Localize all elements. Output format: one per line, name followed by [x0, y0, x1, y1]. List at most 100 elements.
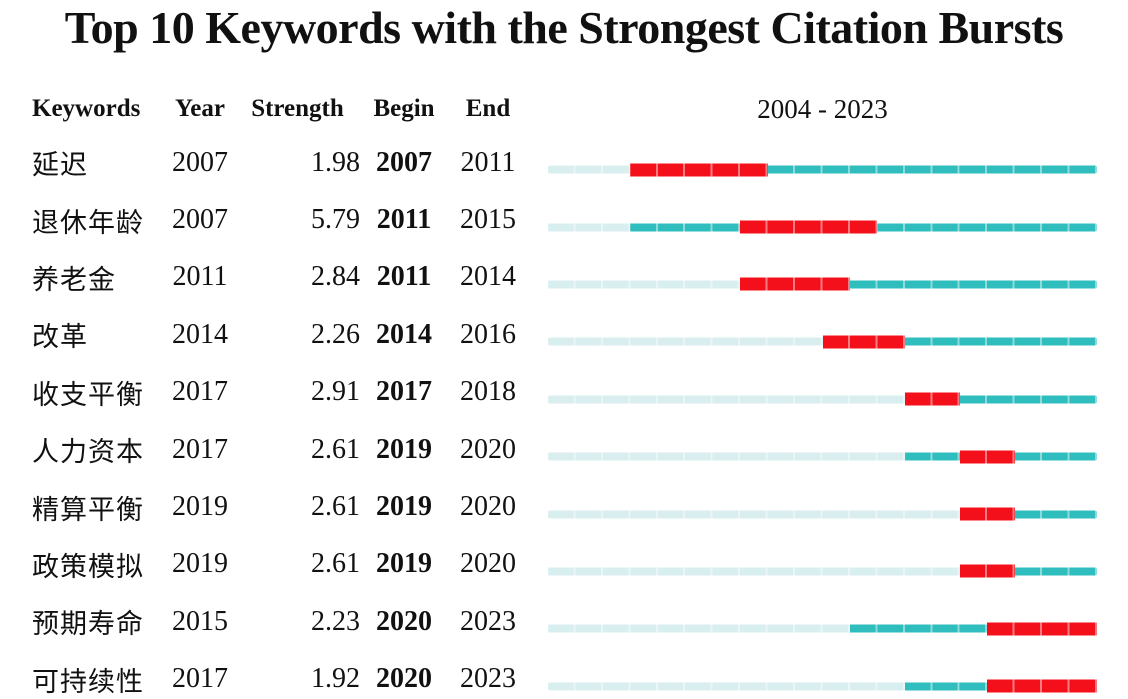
table-row: 精算平衡 2019 2.61 2019 2020: [0, 478, 1128, 535]
keyword-cell: 改革: [32, 322, 88, 353]
year-cell: 2019: [172, 548, 228, 580]
column-header-keywords: Keywords: [32, 95, 141, 122]
timeline-cell: [528, 306, 1128, 363]
table-row: 预期寿命 2015 2.23 2020 2023: [0, 593, 1128, 650]
strength-cell: 2.23: [311, 605, 360, 637]
bar-segment-active-after: [904, 337, 1097, 346]
end-cell: 2014: [460, 261, 516, 293]
begin-cell: 2011: [376, 204, 432, 236]
bar-segment-inactive: [548, 452, 905, 461]
bar-segment-burst: [987, 622, 1097, 636]
strength-cell: 2.61: [311, 548, 360, 580]
strength-cell: 2.91: [311, 376, 360, 408]
timeline-cell: [528, 364, 1128, 421]
timeline-cell: [528, 536, 1128, 593]
strength-cell: 2.26: [311, 318, 360, 350]
timeline-cell: [528, 191, 1128, 248]
column-header-strength: Strength: [251, 95, 344, 122]
bar-segment-inactive: [548, 510, 960, 519]
year-cell: 2011: [172, 261, 228, 293]
begin-cell: 2014: [376, 318, 432, 350]
end-cell: 2011: [460, 146, 516, 178]
year-cell: 2017: [172, 376, 228, 408]
end-cell: 2020: [460, 433, 516, 465]
timeline-cell: [528, 593, 1128, 650]
bar-segment-active-after: [1014, 567, 1097, 576]
bar-segment-burst: [987, 679, 1097, 693]
keyword-cell: 精算平衡: [32, 494, 144, 525]
burst-bar: [548, 163, 1097, 177]
table-row: 可持续性 2017 1.92 2020 2023: [0, 651, 1128, 699]
year-cell: 2017: [172, 433, 228, 465]
year-cell: 2015: [172, 605, 228, 637]
burst-bar: [548, 335, 1097, 349]
begin-cell: 2019: [376, 433, 432, 465]
bar-segment-inactive: [548, 395, 905, 404]
bar-segment-inactive: [548, 567, 960, 576]
end-cell: 2023: [460, 605, 516, 637]
begin-cell: 2017: [376, 376, 432, 408]
strength-cell: 2.61: [311, 433, 360, 465]
bar-segment-burst: [959, 507, 1015, 521]
table-rows: 延迟 2007 1.98 2007 2011 退休年龄 2007 5.79 20…: [0, 134, 1128, 699]
bar-segment-burst: [630, 163, 768, 177]
table-row: 改革 2014 2.26 2014 2016: [0, 306, 1128, 363]
begin-cell: 2007: [376, 146, 432, 178]
bar-segment-inactive: [548, 624, 850, 633]
keyword-cell: 预期寿命: [32, 609, 144, 640]
bar-segment-active-after: [959, 395, 1097, 404]
bar-segment-burst: [822, 335, 905, 349]
burst-bar: [548, 392, 1097, 406]
timeline-cell: [528, 478, 1128, 535]
keyword-cell: 延迟: [32, 150, 88, 181]
bar-segment-burst: [740, 220, 878, 234]
timeline-range-label: 2004 - 2023: [757, 93, 888, 124]
begin-cell: 2020: [376, 605, 432, 637]
burst-bar: [548, 622, 1097, 636]
bar-segment-active-after: [767, 165, 1097, 174]
burst-bar: [548, 450, 1097, 464]
strength-cell: 2.61: [311, 491, 360, 523]
keyword-cell: 收支平衡: [32, 379, 144, 410]
year-cell: 2019: [172, 491, 228, 523]
strength-cell: 1.98: [311, 146, 360, 178]
table-row: 延迟 2007 1.98 2007 2011: [0, 134, 1128, 191]
timeline-cell: [528, 651, 1128, 699]
end-cell: 2015: [460, 204, 516, 236]
table-row: 退休年龄 2007 5.79 2011 2015: [0, 191, 1128, 248]
bar-segment-burst: [959, 564, 1015, 578]
strength-cell: 5.79: [311, 204, 360, 236]
table-row: 人力资本 2017 2.61 2019 2020: [0, 421, 1128, 478]
keyword-cell: 退休年龄: [32, 207, 144, 238]
table-row: 政策模拟 2019 2.61 2019 2020: [0, 536, 1128, 593]
burst-bar: [548, 679, 1097, 693]
bar-segment-active-before: [904, 452, 960, 461]
table-row: 收支平衡 2017 2.91 2017 2018: [0, 364, 1128, 421]
bar-segment-active-after: [1014, 452, 1097, 461]
bar-segment-inactive: [548, 682, 905, 691]
bar-segment-burst: [959, 450, 1015, 464]
bar-segment-inactive: [548, 165, 631, 174]
end-cell: 2020: [460, 548, 516, 580]
bar-segment-burst: [904, 392, 960, 406]
year-cell: 2017: [172, 663, 228, 695]
timeline-cell: [528, 249, 1128, 306]
year-cell: 2007: [172, 146, 228, 178]
begin-cell: 2020: [376, 663, 432, 695]
page-title: Top 10 Keywords with the Strongest Citat…: [64, 2, 1064, 53]
end-cell: 2020: [460, 491, 516, 523]
year-cell: 2014: [172, 318, 228, 350]
year-cell: 2007: [172, 204, 228, 236]
bar-segment-inactive: [548, 337, 823, 346]
burst-bar: [548, 564, 1097, 578]
timeline-cell: [528, 421, 1128, 478]
timeline-cell: [528, 134, 1128, 191]
bar-segment-burst: [740, 277, 850, 291]
burst-table: Keywords Year Strength Begin End 2004 - …: [0, 84, 1128, 699]
begin-cell: 2019: [376, 548, 432, 580]
end-cell: 2016: [460, 318, 516, 350]
burst-bar: [548, 277, 1097, 291]
end-cell: 2023: [460, 663, 516, 695]
bar-segment-active-before: [904, 682, 988, 691]
